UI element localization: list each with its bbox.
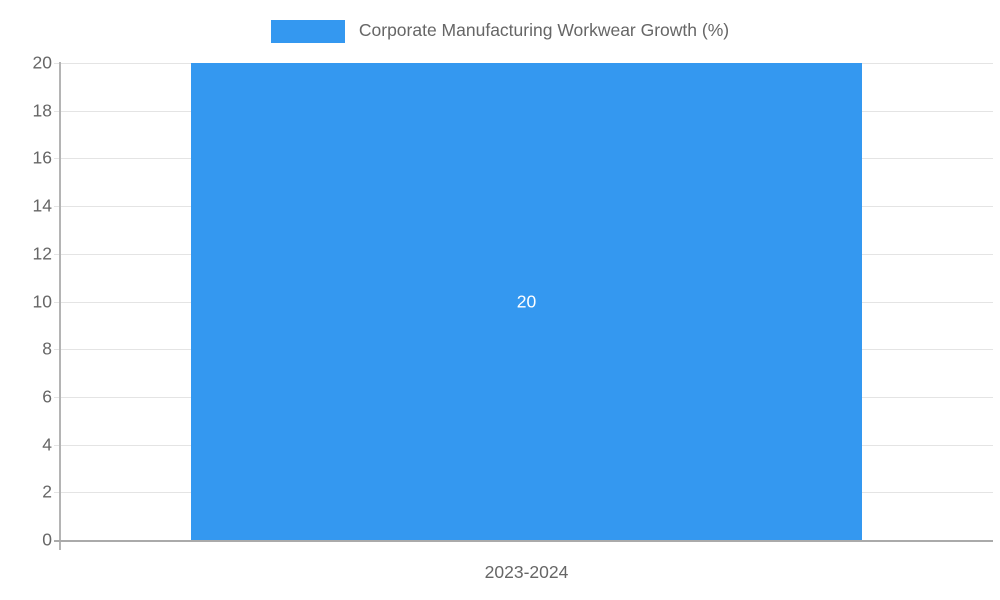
y-axis-tick-label: 16	[32, 147, 52, 168]
y-axis-tick-labels: 20 18 16 14 12 10 8 6 4 2 0	[0, 0, 52, 600]
y-axis-tick-label: 6	[42, 386, 52, 407]
bar[interactable]	[190, 63, 863, 540]
y-axis-tick-label: 4	[42, 433, 52, 454]
y-axis-tick-label: 8	[42, 338, 52, 359]
x-axis-tick-labels: 2023-2024	[0, 562, 1000, 588]
chart-legend: Corporate Manufacturing Workwear Growth …	[0, 14, 1000, 48]
y-axis-tick-label: 2	[42, 481, 52, 502]
y-axis-tick-label: 0	[42, 529, 52, 550]
bar-value-label: 20	[516, 290, 537, 311]
y-axis-tick-label: 20	[32, 52, 52, 73]
y-axis-tick-label: 14	[32, 195, 52, 216]
y-axis-tick-label: 12	[32, 243, 52, 264]
y-axis-tick-label: 10	[32, 290, 52, 311]
x-axis-tick-label: 2023-2024	[484, 562, 569, 582]
legend-label: Corporate Manufacturing Workwear Growth …	[358, 20, 730, 41]
x-axis-baseline	[54, 540, 993, 542]
legend-color-swatch	[270, 19, 345, 43]
y-axis-tick-label: 18	[32, 99, 52, 120]
y-axis-line	[59, 62, 61, 550]
